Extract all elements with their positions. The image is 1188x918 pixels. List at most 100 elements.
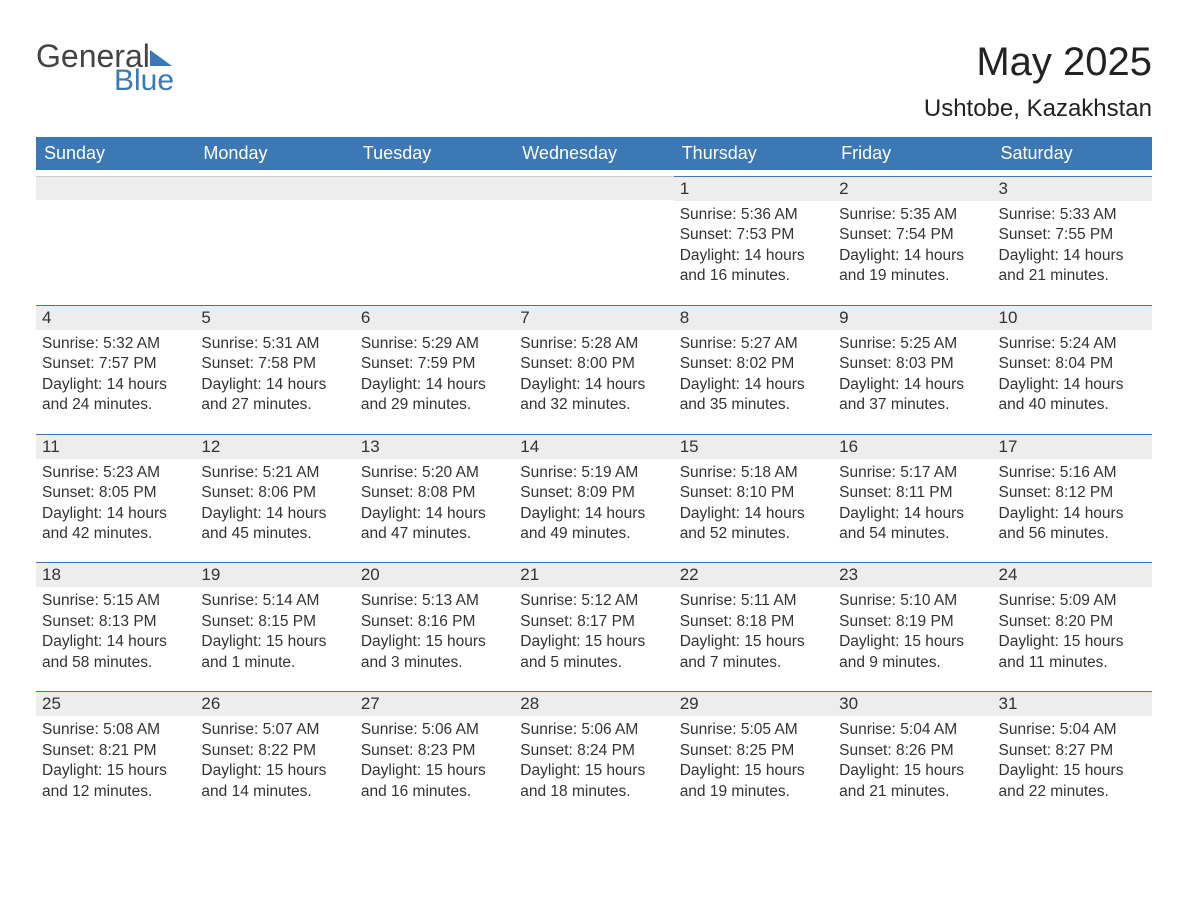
sunset-line: Sunset: 7:55 PM [999, 225, 1146, 245]
day-body: Sunrise: 5:06 AMSunset: 8:23 PMDaylight:… [355, 716, 514, 806]
day-body: Sunrise: 5:31 AMSunset: 7:58 PMDaylight:… [195, 330, 354, 420]
sunset-line: Sunset: 7:58 PM [201, 354, 348, 374]
day-number: 29 [674, 691, 833, 716]
daylight-line: Daylight: 14 hours and 49 minutes. [520, 504, 667, 545]
day-number: 2 [833, 176, 992, 201]
sunrise-line: Sunrise: 5:27 AM [680, 334, 827, 354]
sunset-line: Sunset: 8:16 PM [361, 612, 508, 632]
week-row: 25Sunrise: 5:08 AMSunset: 8:21 PMDayligh… [36, 691, 1152, 814]
day-cell: 25Sunrise: 5:08 AMSunset: 8:21 PMDayligh… [36, 691, 195, 814]
sunrise-line: Sunrise: 5:09 AM [999, 591, 1146, 611]
sunset-line: Sunset: 8:18 PM [680, 612, 827, 632]
sunrise-line: Sunrise: 5:13 AM [361, 591, 508, 611]
day-cell: 9Sunrise: 5:25 AMSunset: 8:03 PMDaylight… [833, 305, 992, 428]
day-cell: 19Sunrise: 5:14 AMSunset: 8:15 PMDayligh… [195, 562, 354, 685]
day-cell: 23Sunrise: 5:10 AMSunset: 8:19 PMDayligh… [833, 562, 992, 685]
day-cell: 26Sunrise: 5:07 AMSunset: 8:22 PMDayligh… [195, 691, 354, 814]
day-cell: 31Sunrise: 5:04 AMSunset: 8:27 PMDayligh… [993, 691, 1152, 814]
day-body: Sunrise: 5:29 AMSunset: 7:59 PMDaylight:… [355, 330, 514, 420]
day-number: 20 [355, 562, 514, 587]
day-number: 16 [833, 434, 992, 459]
sunrise-line: Sunrise: 5:21 AM [201, 463, 348, 483]
daylight-line: Daylight: 15 hours and 12 minutes. [42, 761, 189, 802]
sunset-line: Sunset: 8:24 PM [520, 741, 667, 761]
day-cell: 15Sunrise: 5:18 AMSunset: 8:10 PMDayligh… [674, 434, 833, 557]
day-body: Sunrise: 5:06 AMSunset: 8:24 PMDaylight:… [514, 716, 673, 806]
day-number: 31 [993, 691, 1152, 716]
daylight-line: Daylight: 15 hours and 16 minutes. [361, 761, 508, 802]
daylight-line: Daylight: 14 hours and 56 minutes. [999, 504, 1146, 545]
day-body: Sunrise: 5:23 AMSunset: 8:05 PMDaylight:… [36, 459, 195, 549]
sunset-line: Sunset: 8:27 PM [999, 741, 1146, 761]
day-cell: 14Sunrise: 5:19 AMSunset: 8:09 PMDayligh… [514, 434, 673, 557]
day-body: Sunrise: 5:24 AMSunset: 8:04 PMDaylight:… [993, 330, 1152, 420]
sunrise-line: Sunrise: 5:19 AM [520, 463, 667, 483]
sunrise-line: Sunrise: 5:15 AM [42, 591, 189, 611]
sunrise-line: Sunrise: 5:25 AM [839, 334, 986, 354]
day-number: 21 [514, 562, 673, 587]
weekday-header: Monday [195, 137, 354, 170]
day-body: Sunrise: 5:28 AMSunset: 8:00 PMDaylight:… [514, 330, 673, 420]
day-cell: 22Sunrise: 5:11 AMSunset: 8:18 PMDayligh… [674, 562, 833, 685]
day-number: 28 [514, 691, 673, 716]
day-body: Sunrise: 5:09 AMSunset: 8:20 PMDaylight:… [993, 587, 1152, 677]
sunset-line: Sunset: 8:23 PM [361, 741, 508, 761]
week-row: 11Sunrise: 5:23 AMSunset: 8:05 PMDayligh… [36, 434, 1152, 557]
day-cell: 6Sunrise: 5:29 AMSunset: 7:59 PMDaylight… [355, 305, 514, 428]
daylight-line: Daylight: 15 hours and 9 minutes. [839, 632, 986, 673]
sunrise-line: Sunrise: 5:36 AM [680, 205, 827, 225]
day-body: Sunrise: 5:17 AMSunset: 8:11 PMDaylight:… [833, 459, 992, 549]
daylight-line: Daylight: 15 hours and 7 minutes. [680, 632, 827, 673]
sunrise-line: Sunrise: 5:20 AM [361, 463, 508, 483]
day-number: 13 [355, 434, 514, 459]
sunset-line: Sunset: 8:06 PM [201, 483, 348, 503]
day-body: Sunrise: 5:07 AMSunset: 8:22 PMDaylight:… [195, 716, 354, 806]
day-number: 15 [674, 434, 833, 459]
daylight-line: Daylight: 14 hours and 37 minutes. [839, 375, 986, 416]
day-cell: 7Sunrise: 5:28 AMSunset: 8:00 PMDaylight… [514, 305, 673, 428]
day-cell: 13Sunrise: 5:20 AMSunset: 8:08 PMDayligh… [355, 434, 514, 557]
day-number: 26 [195, 691, 354, 716]
day-number: 22 [674, 562, 833, 587]
weeks-container: 1Sunrise: 5:36 AMSunset: 7:53 PMDaylight… [36, 176, 1152, 814]
sunset-line: Sunset: 7:59 PM [361, 354, 508, 374]
day-cell: 5Sunrise: 5:31 AMSunset: 7:58 PMDaylight… [195, 305, 354, 428]
day-cell: 24Sunrise: 5:09 AMSunset: 8:20 PMDayligh… [993, 562, 1152, 685]
location: Ushtobe, Kazakhstan [924, 95, 1152, 123]
day-number: 8 [674, 305, 833, 330]
day-number: 11 [36, 434, 195, 459]
sunset-line: Sunset: 8:15 PM [201, 612, 348, 632]
sunset-line: Sunset: 8:21 PM [42, 741, 189, 761]
day-empty [514, 176, 673, 200]
daylight-line: Daylight: 15 hours and 19 minutes. [680, 761, 827, 802]
day-body: Sunrise: 5:12 AMSunset: 8:17 PMDaylight:… [514, 587, 673, 677]
sunrise-line: Sunrise: 5:33 AM [999, 205, 1146, 225]
day-number: 24 [993, 562, 1152, 587]
logo-text-blue: Blue [114, 66, 174, 96]
daylight-line: Daylight: 14 hours and 35 minutes. [680, 375, 827, 416]
day-number: 7 [514, 305, 673, 330]
day-cell: 12Sunrise: 5:21 AMSunset: 8:06 PMDayligh… [195, 434, 354, 557]
sunset-line: Sunset: 8:26 PM [839, 741, 986, 761]
day-body: Sunrise: 5:05 AMSunset: 8:25 PMDaylight:… [674, 716, 833, 806]
sunrise-line: Sunrise: 5:29 AM [361, 334, 508, 354]
sunset-line: Sunset: 7:57 PM [42, 354, 189, 374]
sunrise-line: Sunrise: 5:23 AM [42, 463, 189, 483]
day-cell: 29Sunrise: 5:05 AMSunset: 8:25 PMDayligh… [674, 691, 833, 814]
day-number: 27 [355, 691, 514, 716]
sunrise-line: Sunrise: 5:24 AM [999, 334, 1146, 354]
day-number: 12 [195, 434, 354, 459]
day-empty [36, 176, 195, 200]
sunset-line: Sunset: 8:10 PM [680, 483, 827, 503]
weekday-header-row: SundayMondayTuesdayWednesdayThursdayFrid… [36, 137, 1152, 170]
day-number: 23 [833, 562, 992, 587]
day-body: Sunrise: 5:04 AMSunset: 8:27 PMDaylight:… [993, 716, 1152, 806]
daylight-line: Daylight: 14 hours and 19 minutes. [839, 246, 986, 287]
sunset-line: Sunset: 8:11 PM [839, 483, 986, 503]
sunset-line: Sunset: 8:02 PM [680, 354, 827, 374]
day-cell: 17Sunrise: 5:16 AMSunset: 8:12 PMDayligh… [993, 434, 1152, 557]
week-row: 1Sunrise: 5:36 AMSunset: 7:53 PMDaylight… [36, 176, 1152, 299]
week-row: 18Sunrise: 5:15 AMSunset: 8:13 PMDayligh… [36, 562, 1152, 685]
day-cell: 27Sunrise: 5:06 AMSunset: 8:23 PMDayligh… [355, 691, 514, 814]
title-block: May 2025 Ushtobe, Kazakhstan [924, 40, 1152, 123]
